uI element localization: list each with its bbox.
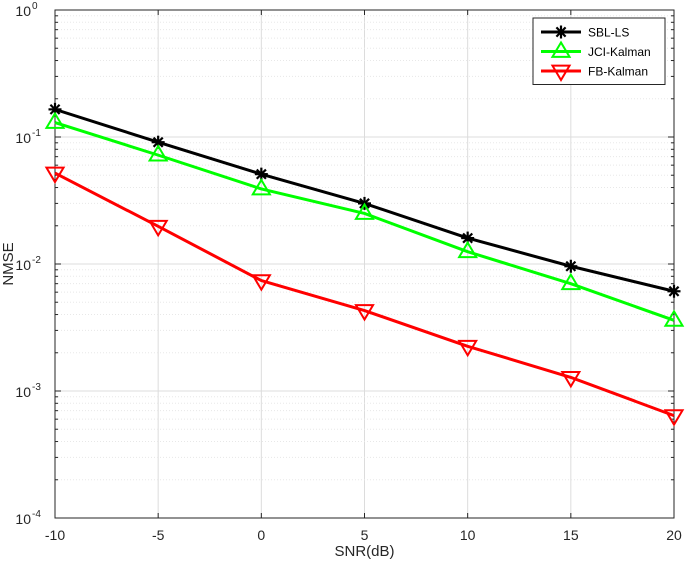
legend-marker [550, 64, 572, 82]
data-point-fb-kalman [44, 166, 66, 185]
x-tick-label: 10 [460, 527, 476, 543]
data-point-sbl-ls [667, 284, 681, 298]
x-axis-title: SNR(dB) [334, 543, 394, 560]
series-layer [44, 102, 685, 427]
data-point-sbl-ls [564, 259, 578, 273]
legend: SBL-LS JCI-Kalman FB-Kalman [532, 17, 666, 85]
data-point-fb-kalman [147, 219, 169, 238]
data-point-jci-kalman [457, 240, 478, 259]
x-tick-label: 0 [257, 527, 265, 543]
x-tick-label: 20 [666, 527, 682, 543]
x-tick-label: 15 [563, 527, 579, 543]
y-tick-exponent: -4 [32, 509, 41, 520]
asterisk-stroke [152, 136, 164, 148]
data-point-jci-kalman [663, 309, 685, 327]
data-point-fb-kalman [251, 274, 272, 292]
y-tick-exponent: -3 [32, 382, 41, 393]
series-jci-kalman [44, 111, 685, 327]
asterisk-stroke [49, 104, 61, 115]
data-point-jci-kalman [44, 111, 66, 129]
asterisk-stroke [255, 168, 267, 180]
y-tick-exponent: 0 [32, 1, 38, 12]
series-line-fb-kalman [54, 171, 675, 418]
legend-entry-fb-kalman: FB-Kalman [541, 64, 648, 82]
series-fb-kalman [44, 166, 685, 427]
legend-entry-sbl-ls: SBL-LS [541, 25, 629, 40]
data-point-jci-kalman [147, 144, 169, 162]
y-axis-title: NMSE [0, 242, 17, 285]
asterisk-stroke [462, 232, 474, 244]
x-tick-label: -5 [152, 527, 165, 543]
legend-label: SBL-LS [588, 26, 629, 40]
y-tick-label: 10 [15, 257, 31, 273]
data-point-fb-kalman [663, 409, 685, 427]
y-tick-label: 10 [15, 511, 31, 527]
asterisk-stroke [565, 260, 577, 272]
asterisk-stroke [668, 285, 680, 297]
series-line-jci-kalman [54, 121, 675, 322]
data-point-jci-kalman [251, 177, 272, 196]
data-point-jci-kalman [560, 272, 582, 291]
asterisk-stroke [555, 26, 567, 38]
x-tick-label: -10 [45, 527, 65, 543]
data-point-fb-kalman [560, 370, 582, 389]
y-tick-label: 10 [15, 384, 31, 400]
y-tick-label: 10 [15, 130, 31, 146]
y-tick-exponent: -1 [32, 128, 41, 139]
data-point-fb-kalman [457, 339, 478, 358]
data-point-jci-kalman [354, 202, 375, 220]
y-tick-label: 10 [15, 3, 31, 19]
y-tick-exponent: -2 [32, 255, 41, 266]
legend-label: FB-Kalman [588, 65, 648, 79]
legend-marker [554, 25, 568, 39]
data-point-sbl-ls [461, 231, 475, 245]
x-tick-label: 5 [361, 527, 369, 543]
legend-entry-jci-kalman: JCI-Kalman [541, 40, 651, 59]
legend-label: JCI-Kalman [588, 45, 651, 59]
legend-marker [550, 40, 572, 58]
data-point-fb-kalman [354, 304, 375, 322]
